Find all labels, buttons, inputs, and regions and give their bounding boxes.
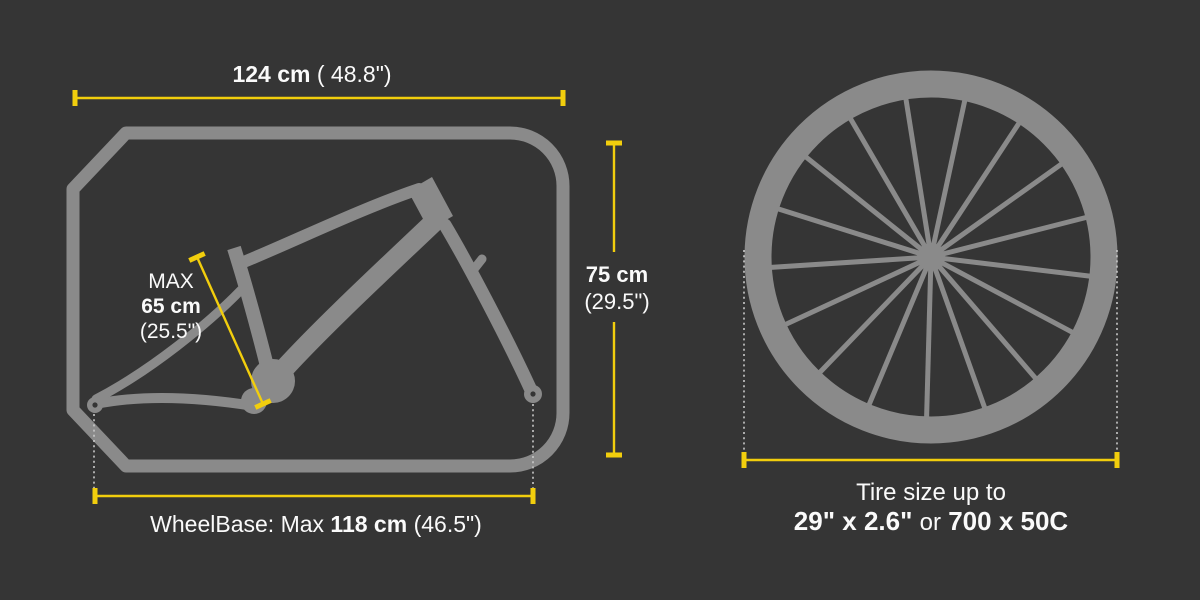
wheelbase-imperial-value: (46.5") (413, 511, 482, 537)
wheelbase-prefix-text: WheelBase: Max (150, 511, 325, 537)
wheel-spoke (933, 256, 1077, 337)
wheel-spoke (929, 259, 989, 413)
frame-motor-bump (241, 388, 267, 414)
wheel-spoke (801, 152, 930, 257)
wheel-spoke (929, 96, 969, 254)
tire-size-intro-label: Tire size up to (856, 479, 1006, 507)
wheel-spoke (931, 258, 1040, 383)
height-dimension-label: 75 cm (29.5") (584, 261, 649, 315)
diagonal-dim-top-tick (188, 251, 206, 263)
diagonal-imperial-value: (25.5") (139, 320, 203, 343)
diagonal-dimension-label: MAX 65 cm (25.5") (140, 269, 202, 344)
height-metric-value: 75 cm (585, 262, 649, 287)
wheel-spoke (934, 214, 1091, 259)
bike-frame-silhouette (87, 177, 542, 414)
wheelbase-metric-value: 118 cm (330, 511, 408, 537)
wheel-spoke (902, 94, 933, 254)
wheelbase-dimension-label: WheelBase: Max 118 cm (46.5") (150, 511, 482, 537)
tire-dimension-line (741, 250, 1120, 468)
wheel-spoke (773, 205, 928, 259)
frame-head-tube (408, 177, 453, 230)
height-imperial-value: (29.5") (584, 289, 650, 314)
tire-size-conjunction: or (919, 509, 941, 536)
frame-seatstay (91, 285, 246, 404)
bike-case-outline (66, 126, 570, 473)
wheel-spoke (932, 159, 1067, 257)
wheelbase-dimension-line (92, 404, 536, 504)
width-dimension-label: 124 cm ( 48.8") (232, 61, 391, 87)
frame-down-tube (273, 213, 443, 380)
wheel-spoke (815, 258, 931, 377)
tire-size-secondary-value: 700 x 50C (948, 506, 1069, 536)
tire-size-values-label: 29" x 2.6" or 700 x 50C (793, 506, 1069, 537)
diagonal-max-text: MAX (148, 270, 194, 293)
width-dimension-line (72, 90, 566, 106)
wheel-spoke (846, 113, 932, 255)
wheel-spokes (767, 94, 1095, 421)
frame-fork-brake-tab (466, 254, 487, 278)
frame-rear-dropout-hole (92, 402, 98, 408)
frame-chainstay (91, 392, 259, 411)
diagonal-dimension-line (188, 251, 272, 410)
tire-size-primary-value: 29" x 2.6" (793, 506, 913, 536)
height-dimension-line (606, 140, 622, 458)
wheel-rim (744, 70, 1118, 444)
wheel-spoke (767, 254, 928, 271)
frame-fork (438, 218, 537, 395)
front-wheel (744, 70, 1118, 444)
frame-front-dropout-hole (530, 391, 536, 397)
wheel-spoke (865, 259, 932, 410)
wheel-spoke (934, 255, 1095, 280)
frame-top-tube (233, 183, 425, 270)
wheel-spoke (781, 256, 929, 329)
wheel-spoke (924, 260, 934, 421)
width-metric-value: 124 cm (232, 61, 311, 87)
wheel-hub (917, 243, 945, 271)
wheel-spoke (931, 118, 1024, 256)
width-imperial-value: ( 48.8") (316, 61, 392, 87)
diagonal-metric-value: 65 cm (141, 295, 201, 318)
tire-intro-text: Tire size up to (856, 479, 1006, 506)
diagonal-dim-bottom-tick (254, 398, 272, 410)
